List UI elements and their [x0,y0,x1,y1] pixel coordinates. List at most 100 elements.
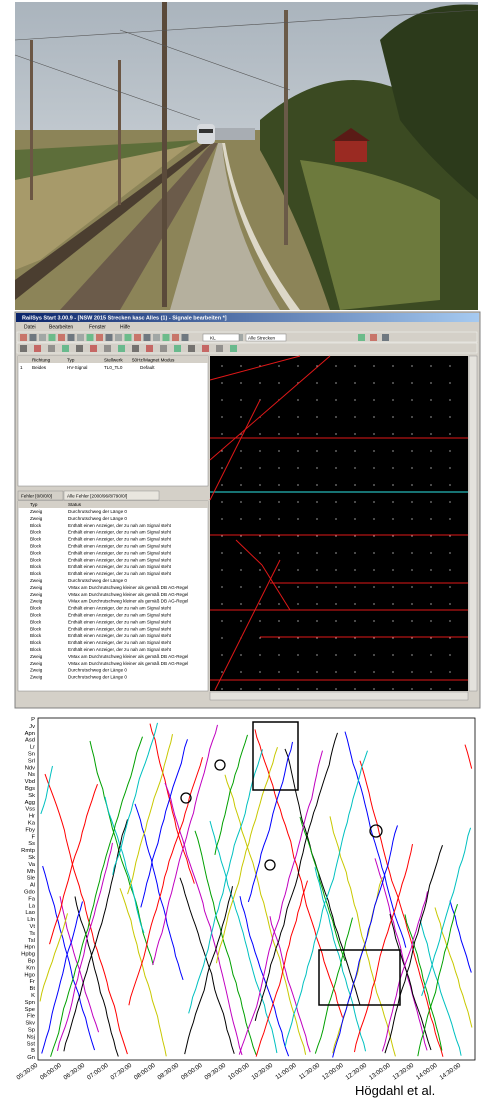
error-cell: VMax am Durchrutschweg kleiner als gemäß… [68,661,188,666]
grid-dot [373,382,374,383]
station-label: Vt [30,924,36,930]
grid-dot [449,365,450,366]
grid-dot [449,518,450,519]
grid-dot [392,688,393,689]
time-label: 06:00:00 [39,1062,63,1082]
grid-dot [259,467,260,468]
error-cell: Enthält einen Anzeiger, der zu nah am Si… [68,530,172,535]
grid-dot [335,484,336,485]
station-label: Sp [28,1028,35,1034]
dropdown[interactable]: Alle Strecken [248,336,276,341]
grid-dot [430,450,431,451]
grid-dot [392,501,393,502]
grid-dot [411,518,412,519]
grid-dot [259,518,260,519]
grid-dot [430,552,431,553]
station-label: Skv [25,1021,35,1027]
table-cell: HV-Signal [67,365,87,370]
grid-dot [373,637,374,638]
toolbar-icon [62,345,69,352]
error-cell: Block [30,523,42,528]
grid-dot [240,399,241,400]
grid-dot [259,569,260,570]
error-cell: Enthält einen Anzeiger, der zu nah am Si… [68,550,172,555]
tab-label[interactable]: Fehler [0/0/0/0] [21,494,52,499]
grid-dot [335,586,336,587]
grid-dot [240,569,241,570]
grid-dot [392,450,393,451]
menu-item[interactable]: Bearbeiten [49,325,73,331]
grid-dot [278,501,279,502]
toolbar-icon [104,345,111,352]
station-label: Ts [29,931,35,937]
station-label: Vbd [25,779,35,785]
grid-dot [430,484,431,485]
grid-dot [354,637,355,638]
grid-dot [392,467,393,468]
grid-dot [373,688,374,689]
station-label: B [31,1048,35,1054]
error-cell: Zweig [30,675,43,680]
tab-label[interactable]: Alle Fehler [2000/96/8/790/0/] [67,494,127,499]
dropdown[interactable]: KL [210,336,216,341]
grid-dot [278,688,279,689]
station-label: Lr [30,745,35,751]
error-cell: Zweig [30,668,43,673]
grid-dot [430,671,431,672]
toolbar-icon [77,334,84,341]
grid-dot [335,637,336,638]
error-cell: Block [30,550,42,555]
grid-dot [335,382,336,383]
time-label: 09:00:00 [180,1062,204,1082]
menu-item[interactable]: Hilfe [120,325,130,331]
grid-dot [278,637,279,638]
time-label: 14:30:00 [438,1062,462,1082]
toolbar-icon [20,345,27,352]
grid-dot [373,433,374,434]
grid-dot [278,569,279,570]
grid-dot [373,484,374,485]
grid-dot [449,433,450,434]
grid-dot [297,620,298,621]
toolbar-icon [20,334,27,341]
station-label: Hpbg [21,952,35,958]
station-label: Ndv [25,765,35,771]
grid-dot [430,433,431,434]
error-cell: Zweig [30,585,43,590]
station-label: Spe [25,1007,35,1013]
toolbar-icon [188,345,195,352]
error-cell: Zweig [30,578,43,583]
error-cell: Block [30,613,42,618]
grid-dot [297,688,298,689]
grid-dot [335,688,336,689]
error-cell: Enthält einen Anzeiger, der zu nah am Si… [68,647,172,652]
grid-dot [449,671,450,672]
grid-dot [316,382,317,383]
grid-dot [335,552,336,553]
error-cell: Block [30,530,42,535]
grid-dot [278,586,279,587]
grid-dot [392,620,393,621]
grid-dot [316,654,317,655]
grid-dot [316,484,317,485]
time-label: 10:00:00 [227,1062,251,1082]
station-label: Bgs [25,786,35,792]
grid-dot [335,467,336,468]
grid-dot [259,586,260,587]
grid-dot [259,654,260,655]
grid-dot [259,671,260,672]
toolbar-icon [382,334,389,341]
grid-dot [430,586,431,587]
grid-dot [221,365,222,366]
menu-item[interactable]: Fenster [89,325,106,331]
toolbar-icon [146,345,153,352]
grid-dot [354,518,355,519]
photo [15,2,478,310]
toolbar-icon [30,334,37,341]
grid-dot [449,399,450,400]
grid-dot [316,569,317,570]
menu-item[interactable]: Datei [24,325,36,331]
page: RailSys Start 3.00.9 - [NSW 2015 Strecke… [0,0,485,1101]
toolbar-icon [172,334,179,341]
station-label: Vss [25,807,35,813]
